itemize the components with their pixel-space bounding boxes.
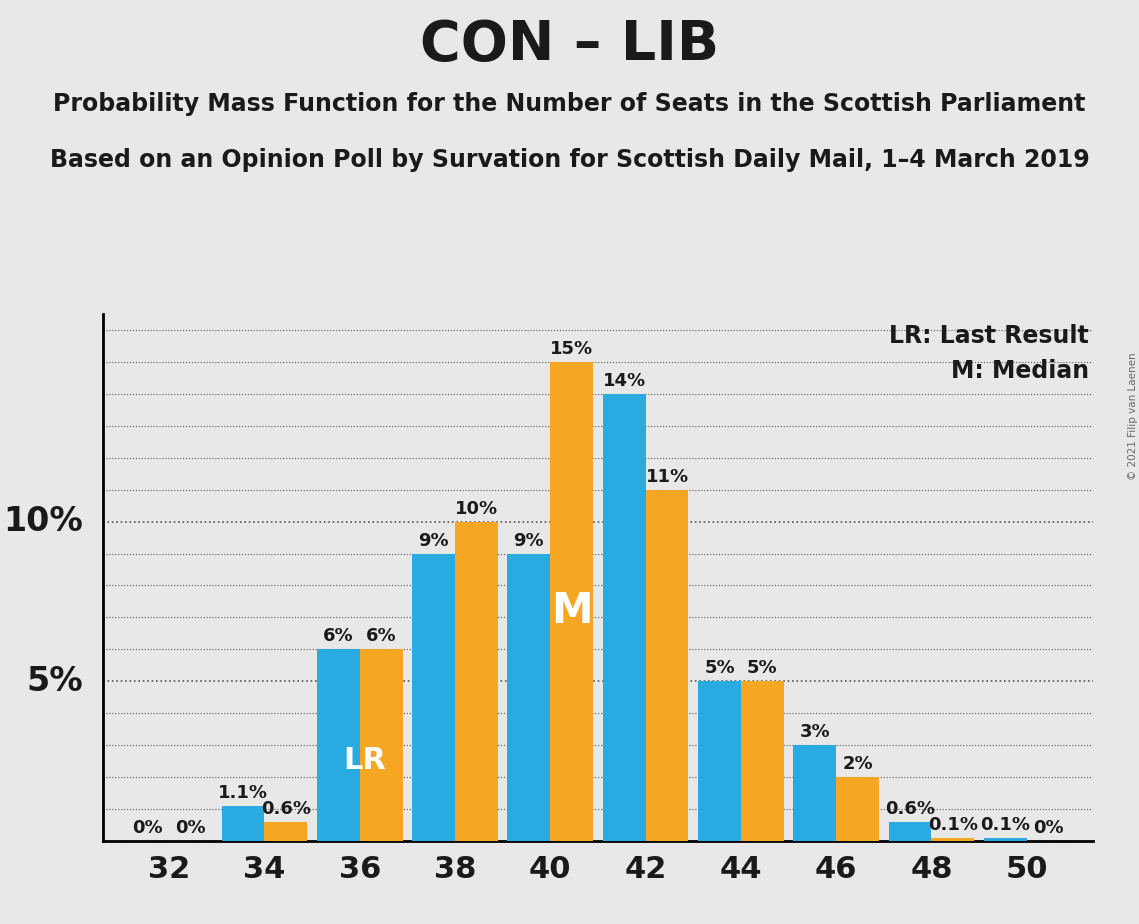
Text: LR: Last Result: LR: Last Result (888, 323, 1089, 347)
Text: Probability Mass Function for the Number of Seats in the Scottish Parliament: Probability Mass Function for the Number… (54, 92, 1085, 116)
Bar (888, 821, 932, 841)
Bar (550, 362, 593, 841)
Text: 5%: 5% (747, 660, 778, 677)
Bar (317, 650, 360, 841)
Text: 0.6%: 0.6% (885, 800, 935, 818)
Bar (836, 777, 879, 841)
Text: 3%: 3% (800, 723, 830, 741)
Text: 0.1%: 0.1% (928, 816, 978, 833)
Bar (603, 394, 646, 841)
Text: 10%: 10% (3, 505, 83, 538)
Bar (360, 650, 403, 841)
Text: 6%: 6% (366, 627, 396, 646)
Text: CON – LIB: CON – LIB (420, 18, 719, 72)
Text: 5%: 5% (26, 664, 83, 698)
Text: 0%: 0% (1033, 819, 1064, 837)
Bar (932, 838, 974, 841)
Text: 14%: 14% (603, 372, 646, 390)
Text: 0%: 0% (132, 819, 163, 837)
Text: 9%: 9% (418, 531, 449, 550)
Text: © 2021 Filip van Laenen: © 2021 Filip van Laenen (1129, 352, 1138, 480)
Bar (264, 821, 308, 841)
Bar (222, 806, 264, 841)
Bar (646, 490, 688, 841)
Text: M: M (551, 590, 592, 632)
Text: M: Median: M: Median (951, 359, 1089, 383)
Bar (698, 681, 740, 841)
Text: LR: LR (343, 746, 386, 775)
Text: Based on an Opinion Poll by Survation for Scottish Daily Mail, 1–4 March 2019: Based on an Opinion Poll by Survation fo… (50, 148, 1089, 172)
Bar (793, 745, 836, 841)
Text: 2%: 2% (843, 755, 872, 773)
Bar (508, 553, 550, 841)
Text: 5%: 5% (704, 660, 735, 677)
Text: 6%: 6% (323, 627, 353, 646)
Bar (412, 553, 456, 841)
Bar (984, 838, 1026, 841)
Text: 0.1%: 0.1% (981, 816, 1031, 833)
Text: 15%: 15% (550, 340, 593, 359)
Text: 0.6%: 0.6% (261, 800, 311, 818)
Text: 11%: 11% (646, 468, 689, 486)
Bar (456, 522, 498, 841)
Text: 1.1%: 1.1% (218, 784, 268, 802)
Bar (740, 681, 784, 841)
Text: 9%: 9% (514, 531, 544, 550)
Text: 10%: 10% (454, 500, 498, 517)
Text: 0%: 0% (175, 819, 206, 837)
